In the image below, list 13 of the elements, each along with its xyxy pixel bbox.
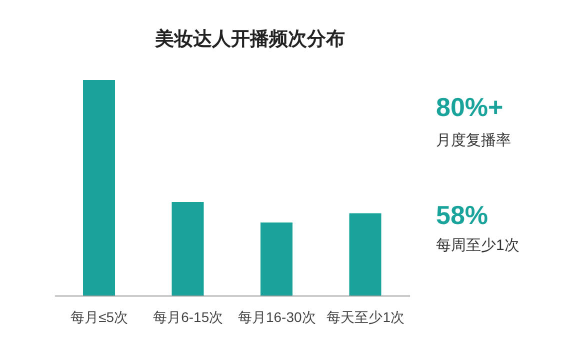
x-tick-label: 每月16-30次 [238, 308, 316, 325]
bar [349, 213, 382, 296]
text: 80%+ [436, 92, 504, 123]
chart-title: 美妆达人开播频次分布 [154, 27, 346, 52]
text: 58% [436, 200, 488, 231]
bar [260, 222, 292, 296]
text: 月度复播率 [436, 131, 511, 150]
x-tick-label: 每月≤5次 [70, 308, 128, 325]
x-tick-label: 每月6-15次 [153, 308, 224, 325]
bar [172, 202, 204, 296]
x-tick-label: 每天至少1次 [326, 308, 405, 325]
bar [83, 80, 115, 296]
text: 每周至少1次 [436, 236, 520, 255]
